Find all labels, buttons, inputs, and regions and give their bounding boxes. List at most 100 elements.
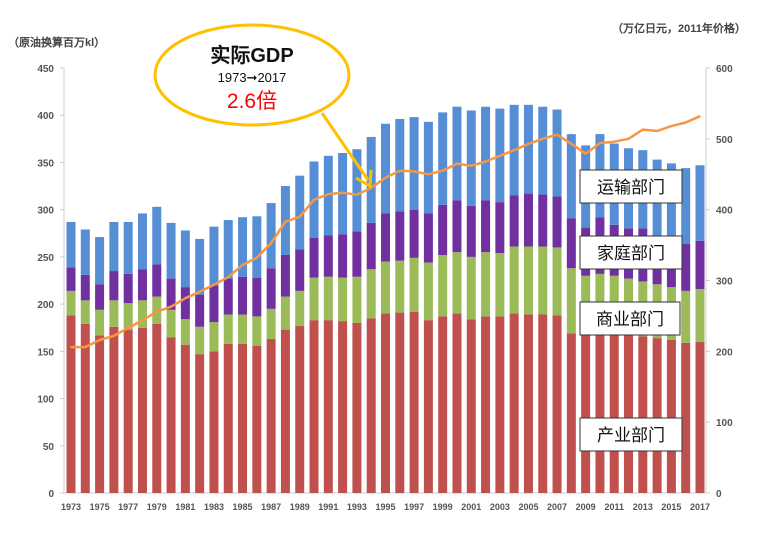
bar-segment-transport-1985 — [238, 217, 248, 277]
sector-label-household: 家庭部门 — [579, 235, 683, 270]
bar-segment-industry-1996 — [395, 312, 405, 493]
callout-ratio: 2.6倍 — [227, 90, 277, 113]
bar-segment-industry-1978 — [137, 327, 147, 493]
bar-segment-transport-1980 — [166, 222, 176, 279]
callout-arrow — [320, 112, 370, 181]
bar-segment-household-1998 — [423, 213, 433, 263]
bar-segment-household-1977 — [123, 273, 133, 304]
bar-segment-commercial-2006 — [538, 246, 548, 315]
bar-segment-transport-1979 — [152, 206, 162, 265]
bar-segment-household-1981 — [180, 287, 190, 320]
callout-period: 1973➞2017 — [218, 70, 287, 85]
bar-segment-household-1973 — [66, 267, 76, 291]
bar-segment-transport-1983 — [209, 226, 219, 286]
x-tick-label: 2009 — [576, 502, 596, 512]
bar-segment-household-1993 — [352, 231, 362, 277]
bar-segment-transport-1978 — [137, 213, 147, 270]
bar-segment-commercial-1988 — [280, 296, 290, 330]
gdp-point-1997 — [413, 170, 415, 173]
gdp-point-1987 — [270, 242, 272, 244]
x-tick-label: 2003 — [490, 502, 510, 512]
left-tick-label: 300 — [37, 206, 54, 217]
bar-segment-household-1987 — [266, 268, 276, 309]
x-tick-label: 2013 — [633, 502, 653, 512]
x-tick-label: 1975 — [90, 502, 110, 512]
bar-segment-industry-2008 — [566, 333, 576, 493]
bar-segment-transport-1981 — [180, 230, 190, 288]
bar-segment-transport-2001 — [466, 110, 476, 206]
left-tick-label: 100 — [37, 395, 54, 406]
bar-segment-commercial-1993 — [352, 276, 362, 323]
bar-segment-commercial-2016 — [681, 290, 691, 343]
bar-segment-household-1999 — [438, 204, 448, 255]
sector-label-industry: 产业部门 — [579, 417, 683, 452]
bar-segment-commercial-1979 — [152, 296, 162, 324]
bar-segment-commercial-1997 — [409, 257, 419, 312]
bar-segment-household-1988 — [280, 255, 290, 297]
bar-segment-commercial-2008 — [566, 268, 576, 334]
bar-segment-household-1983 — [209, 285, 219, 323]
bar-segment-industry-2016 — [681, 342, 691, 493]
bar-segment-commercial-2005 — [523, 246, 533, 315]
bar-segment-industry-1976 — [109, 326, 119, 493]
x-tick-label: 1989 — [290, 502, 310, 512]
bar-segment-industry-1993 — [352, 323, 362, 493]
bar-segment-commercial-1975 — [95, 309, 105, 336]
left-tick-label: 0 — [48, 489, 54, 500]
gdp-point-1982 — [198, 291, 201, 293]
bar-segment-transport-2005 — [523, 104, 533, 194]
bar-segment-commercial-1976 — [109, 300, 119, 327]
bar-segment-household-2001 — [466, 205, 476, 257]
x-tick-label: 1973 — [61, 502, 81, 512]
bar-segment-commercial-1990 — [309, 277, 319, 321]
x-tick-label: 1985 — [233, 502, 253, 512]
gdp-point-1981 — [184, 297, 187, 300]
bar-segment-transport-2016 — [681, 168, 691, 244]
bar-segment-household-1975 — [95, 284, 105, 310]
bar-segment-household-2004 — [509, 195, 519, 247]
bar-segment-commercial-1985 — [238, 314, 248, 344]
gdp-point-1996 — [398, 169, 401, 172]
gdp-point-2000 — [456, 162, 458, 165]
bar-segment-transport-1973 — [66, 221, 76, 268]
bar-segment-commercial-1978 — [137, 300, 147, 328]
bar-segment-transport-1984 — [223, 220, 233, 279]
x-tick-label: 1979 — [147, 502, 167, 512]
right-tick-label: 600 — [716, 64, 733, 75]
gdp-point-2002 — [484, 160, 487, 163]
bar-segment-industry-1990 — [309, 320, 319, 493]
right-tick-label: 300 — [716, 277, 733, 288]
sector-label-commercial-text: 商业部门 — [596, 310, 664, 329]
left-tick-label: 350 — [37, 158, 54, 169]
bar-segment-commercial-2017 — [695, 289, 705, 342]
bar-segment-industry-2002 — [481, 316, 491, 493]
left-tick-label: 50 — [43, 442, 55, 453]
x-tick-label: 1991 — [318, 502, 338, 512]
bar-segment-transport-2006 — [538, 106, 548, 195]
gdp-point-2010 — [599, 142, 601, 144]
gdp-point-2017 — [699, 115, 701, 117]
bar-segment-household-1979 — [152, 264, 162, 297]
gdp-point-2005 — [527, 142, 530, 145]
x-tick-label: 2011 — [604, 502, 624, 512]
bar-segment-industry-2003 — [495, 316, 505, 493]
bar-segment-transport-1974 — [80, 229, 90, 275]
bar-segment-commercial-1974 — [80, 300, 90, 324]
bar-segment-household-1992 — [338, 234, 348, 278]
bar-segment-household-2003 — [495, 202, 505, 254]
gdp-point-1974 — [84, 346, 87, 348]
bar-segment-household-1991 — [323, 235, 333, 277]
gdp-point-2014 — [656, 130, 658, 132]
bar-segment-commercial-1986 — [252, 316, 262, 346]
bar-segment-commercial-2002 — [481, 252, 491, 317]
bar-segment-household-1978 — [137, 269, 147, 301]
gdp-point-1985 — [241, 264, 244, 266]
bar-segment-transport-1993 — [352, 149, 362, 232]
bar-segment-commercial-2004 — [509, 246, 519, 314]
gdp-line-group — [70, 115, 701, 349]
bar-segment-industry-1983 — [209, 351, 219, 493]
bar-segment-transport-1989 — [295, 175, 305, 250]
bar-segment-industry-2015 — [666, 340, 676, 493]
bar-segment-commercial-1996 — [395, 260, 405, 313]
gdp-point-1978 — [141, 319, 144, 321]
